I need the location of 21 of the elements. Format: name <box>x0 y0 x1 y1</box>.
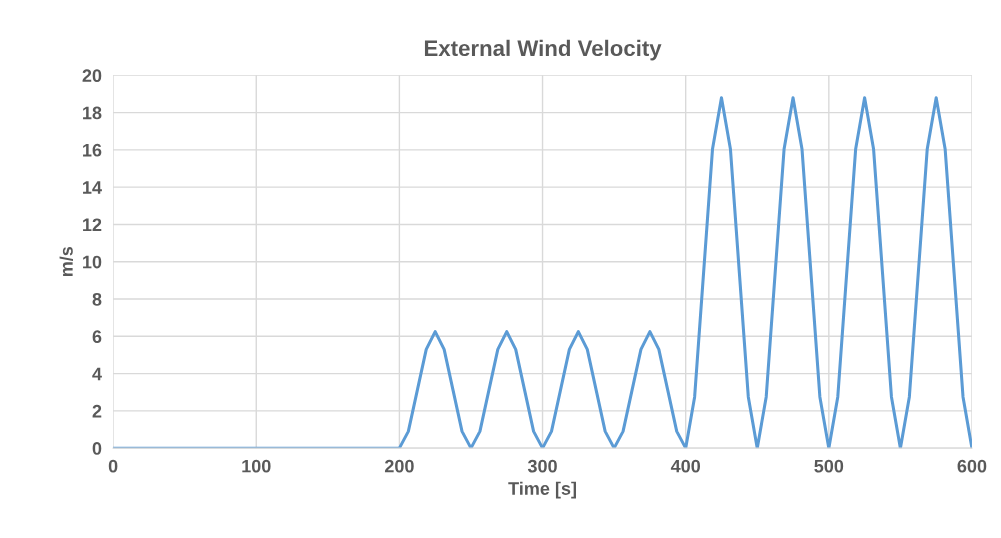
x-tick-label: 600 <box>957 459 987 473</box>
x-tick-label: 500 <box>814 459 844 473</box>
y-tick-label: 18 <box>83 106 102 120</box>
x-tick-label: 0 <box>108 459 118 473</box>
x-tick-label: 300 <box>527 459 557 473</box>
x-tick-label: 100 <box>242 459 271 473</box>
chart-title: External Wind Velocity <box>424 39 662 61</box>
y-tick-label: 6 <box>92 330 102 344</box>
y-tick-label: 12 <box>83 218 102 231</box>
y-tick-label: 16 <box>83 143 102 157</box>
y-tick-label: 0 <box>92 442 102 455</box>
y-tick-label: 10 <box>83 255 102 269</box>
y-tick-label: 4 <box>92 367 102 381</box>
y-tick-label: 14 <box>83 181 102 194</box>
y-tick-label: 8 <box>92 292 102 306</box>
x-tick-label: 200 <box>384 459 414 473</box>
x-tick-label: 400 <box>670 459 701 473</box>
y-axis-title: m/s <box>59 246 73 277</box>
y-tick-label: 20 <box>82 69 102 83</box>
y-tick-label: 2 <box>92 404 102 418</box>
x-axis-title: Time [s] <box>508 481 576 499</box>
